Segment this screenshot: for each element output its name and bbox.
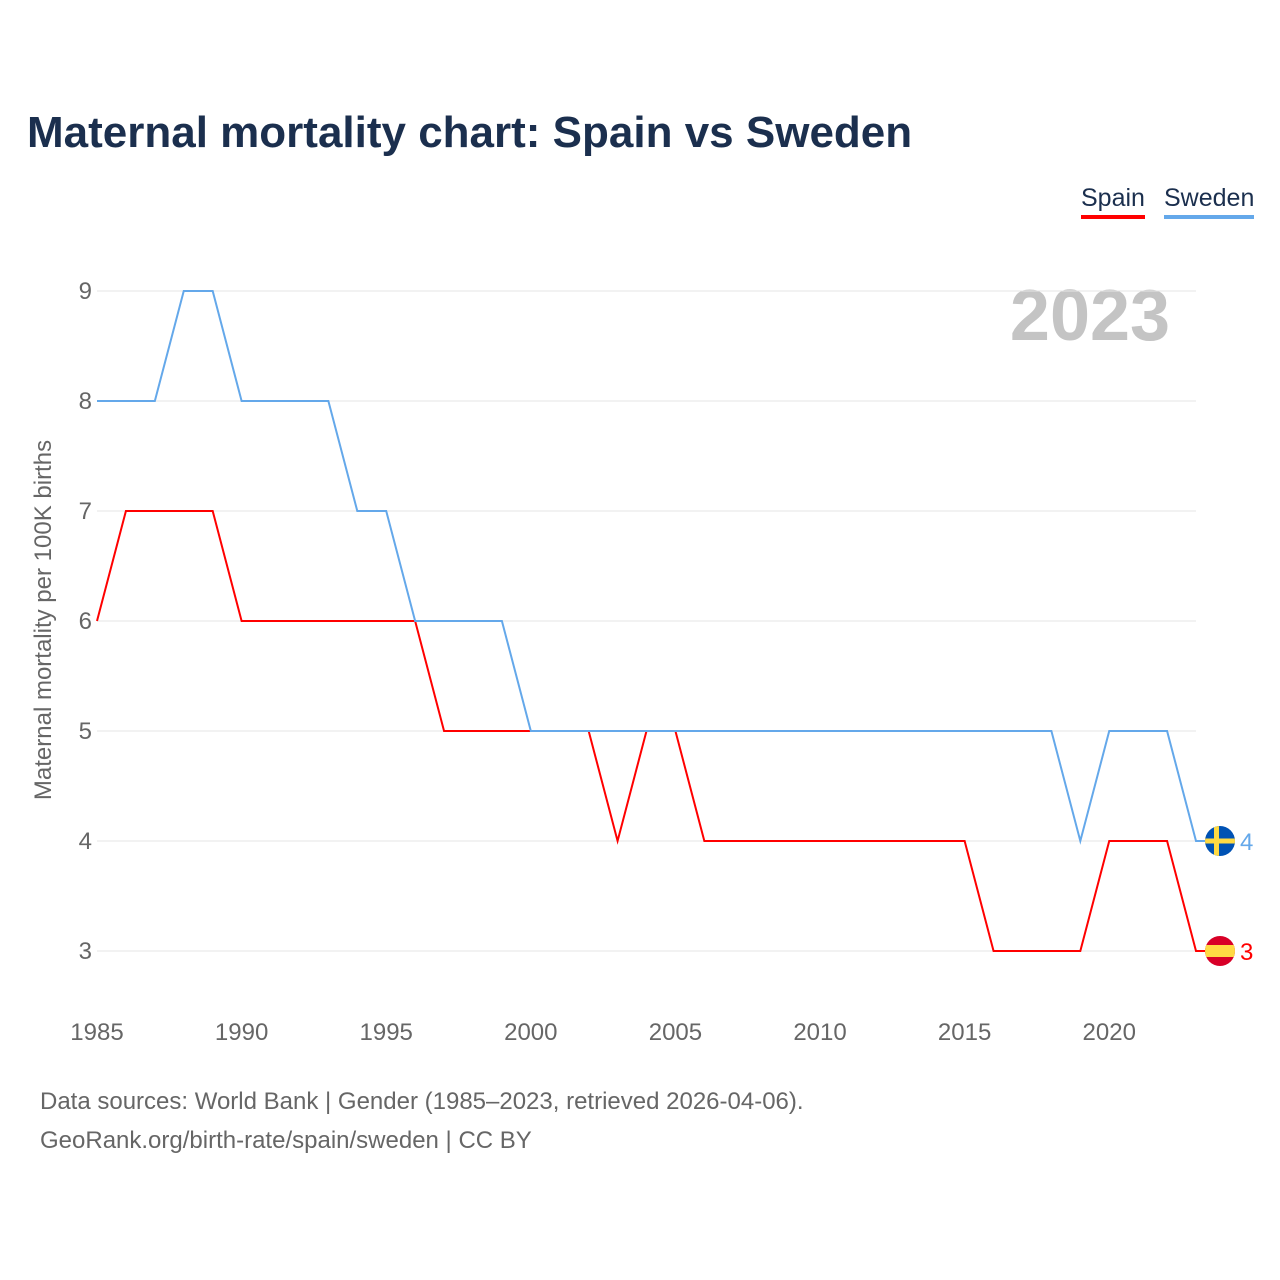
legend-spain[interactable]: Spain: [1081, 184, 1145, 219]
y-axis-label: Maternal mortality per 100K births: [30, 440, 57, 800]
x-tick-label: 1985: [70, 1019, 123, 1046]
legend-sweden[interactable]: Sweden: [1164, 184, 1255, 219]
x-tick-label: 2005: [649, 1019, 702, 1046]
spain-flag-icon: [1205, 936, 1235, 966]
y-tick-label: 8: [79, 388, 92, 415]
source-line: Data sources: World Bank | Gender (1985–…: [40, 1088, 804, 1115]
y-tick-label: 7: [79, 498, 92, 525]
x-tick-label: 2020: [1083, 1019, 1136, 1046]
y-tick-label: 3: [79, 938, 92, 965]
year-watermark: 2023: [1010, 276, 1170, 356]
y-tick-label: 5: [79, 718, 92, 745]
x-tick-label: 1995: [360, 1019, 413, 1046]
x-tick-label: 2015: [938, 1019, 991, 1046]
chart-title: Maternal mortality chart: Spain vs Swede…: [27, 108, 913, 157]
sweden-flag-icon: [1205, 826, 1235, 856]
y-tick-label: 9: [79, 278, 92, 305]
series-line-sweden: [97, 290, 1206, 845]
y-tick-label: 6: [79, 608, 92, 635]
y-tick-label: 4: [79, 828, 92, 855]
end-label-sweden: 4: [1240, 829, 1253, 856]
x-tick-label: 2010: [793, 1019, 846, 1046]
end-label-spain: 3: [1240, 939, 1253, 966]
x-tick-label: 2000: [504, 1019, 557, 1046]
source-link[interactable]: GeoRank.org/birth-rate/spain/sweden | CC…: [40, 1127, 532, 1154]
x-tick-label: 1990: [215, 1019, 268, 1046]
